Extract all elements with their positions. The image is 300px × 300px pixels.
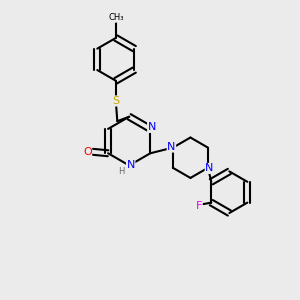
Text: N: N — [205, 164, 214, 173]
Text: N: N — [148, 122, 156, 132]
Text: S: S — [112, 96, 119, 106]
Text: F: F — [196, 201, 202, 211]
Text: CH₃: CH₃ — [108, 13, 124, 22]
Text: H: H — [118, 167, 124, 176]
Text: O: O — [83, 147, 92, 157]
Text: N: N — [167, 142, 176, 152]
Text: N: N — [127, 160, 135, 170]
